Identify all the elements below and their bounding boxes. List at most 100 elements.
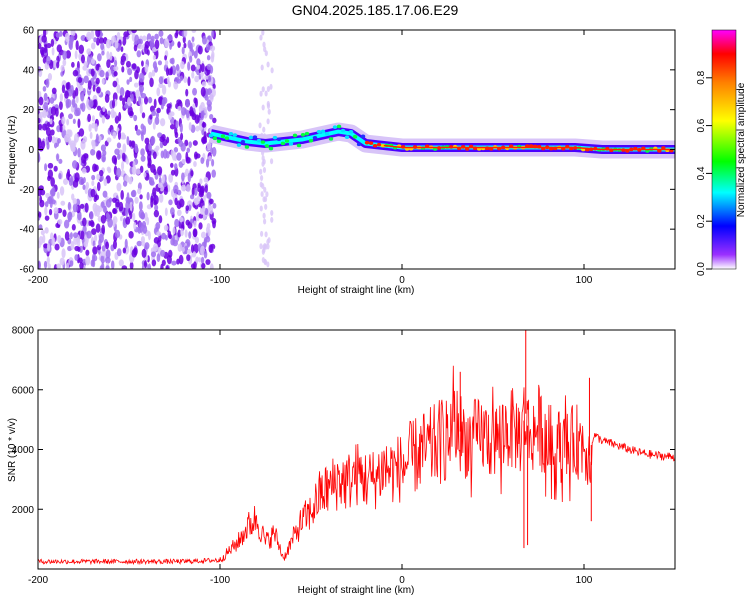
spectrogram-noise-blob <box>185 88 189 97</box>
spectrogram-noise-blob <box>156 253 161 263</box>
spectrogram-noise-blob <box>65 98 70 109</box>
spectrogram-noise-blob <box>261 86 265 93</box>
spectrogram-noise-blob <box>64 231 70 241</box>
spectrogram-noise-blob <box>84 202 89 213</box>
spectrogram-noise-blob <box>64 90 69 99</box>
spectrogram-noise-blob <box>200 86 206 97</box>
spectrogram-noise-blob <box>56 44 63 53</box>
spectrogram-noise-blob <box>112 80 118 88</box>
colorbar-gradient <box>711 29 737 270</box>
spectrogram-noise-blob <box>58 158 63 164</box>
spectrogram-noise-blob <box>77 246 81 252</box>
spectrogram-noise-blob <box>112 208 117 214</box>
spectrogram-noise-blob <box>90 68 95 77</box>
spectrogram-noise-blob <box>204 106 207 114</box>
spectrogram-noise-blob <box>209 263 214 269</box>
spectrogram-noise-blob <box>185 205 190 212</box>
spectrogram-noise-blob <box>187 76 191 87</box>
spectrogram-noise-blob <box>120 189 124 200</box>
spectrogram-noise-blob <box>60 200 66 206</box>
spectrogram-noise-blob <box>270 216 274 223</box>
spectrogram-noise-blob <box>165 235 168 241</box>
spectrogram-noise-blob <box>38 152 41 163</box>
spectrogram-ridge-dot <box>320 129 326 134</box>
spectrogram-x-label: Height of straight line (km) <box>298 285 415 296</box>
spectrogram-noise-blob <box>139 86 143 97</box>
spectrogram-noise-blob <box>123 31 129 38</box>
spectrogram-noise-blob <box>266 243 270 250</box>
spectrogram-noise-blob <box>266 61 270 68</box>
spectrogram-noise-blob <box>120 216 123 222</box>
spectrogram-noise-blob <box>105 71 109 78</box>
spectrogram-noise-blob <box>70 30 76 37</box>
spectrogram-noise-blob <box>82 176 86 184</box>
spectrogram-noise-blob <box>57 219 63 225</box>
spectrogram-noise-blob <box>153 168 157 176</box>
spectrogram-noise-blob <box>62 209 67 217</box>
spectrogram-noise-blob <box>164 60 169 66</box>
spectrogram-noise-blob <box>261 155 265 162</box>
spectrogram-noise-blob <box>86 230 92 239</box>
spectrogram-noise-blob <box>74 172 80 182</box>
spectrogram-noise-blob <box>259 34 263 41</box>
spectrogram-noise-blob <box>95 77 100 85</box>
spectrogram-noise-blob <box>177 41 181 49</box>
spectrogram-noise-blob <box>118 111 122 122</box>
spectrogram-noise-blob <box>113 239 117 250</box>
spectrogram-noise-blob <box>131 63 137 70</box>
spectrogram-noise-blob <box>193 97 197 104</box>
spectrogram-noise-blob <box>270 67 274 74</box>
spectrogram-noise-blob <box>151 69 156 77</box>
spectrogram-noise-blob <box>116 182 122 192</box>
spectrogram-x-tick-label: 0 <box>399 275 405 286</box>
spectrogram-noise-blob <box>107 110 111 116</box>
spectrogram-noise-blob <box>92 140 96 150</box>
spectrogram-noise-blob <box>130 190 136 198</box>
spectrogram-noise-blob <box>57 234 62 244</box>
spectrogram-noise-blob <box>45 78 50 88</box>
spectrogram-noise-blob <box>143 172 147 178</box>
spectrogram-noise-blob <box>176 99 182 105</box>
spectrogram-noise-blob <box>212 220 216 229</box>
spectrogram-noise-blob <box>164 207 168 217</box>
spectrogram-noise-blob <box>180 61 185 70</box>
spectrogram-noise-blob <box>72 232 79 239</box>
spectrogram-noise-blob <box>68 39 73 49</box>
spectrogram-ridge-dot <box>332 125 338 129</box>
spectrogram-noise-blob <box>187 39 192 49</box>
spectrogram-noise-blob <box>72 69 79 77</box>
spectrogram-noise-blob <box>201 121 207 128</box>
spectrogram-noise-blob <box>171 151 177 161</box>
spectrogram-noise-blob <box>128 231 134 239</box>
spectrogram-noise-blob <box>133 114 138 122</box>
spectrogram-noise-blob <box>98 238 102 247</box>
snr-x-ticks: -200 -100 0 100 <box>28 330 593 586</box>
spectrogram-noise-blob <box>184 229 188 238</box>
spectrogram-noise-blob <box>82 217 87 227</box>
spectrogram-ridge-dot <box>292 133 298 138</box>
spectrogram-noise-blob <box>77 76 83 84</box>
spectrogram-noise-blob <box>189 194 195 200</box>
spectrogram-noise-blob <box>263 218 267 225</box>
spectrogram-noise-blob <box>204 207 209 216</box>
spectrogram-ridge-dot <box>208 133 214 138</box>
spectrogram-noise-blob <box>111 99 116 109</box>
spectrogram-ridge-dot <box>224 136 230 140</box>
spectrogram-noise-blob <box>51 47 55 56</box>
spectrogram-noise-blob <box>166 76 170 85</box>
spectrogram-noise-blob <box>127 68 133 76</box>
spectrogram-noise-blob <box>64 32 70 43</box>
spectrogram-noise-blob <box>105 241 110 250</box>
spectrogram-noise-blob <box>83 61 88 67</box>
spectrogram-noise-blob <box>259 205 263 212</box>
spectrogram-noise-blob <box>47 263 51 269</box>
spectrogram-noise-blob <box>209 92 214 103</box>
spectrogram-ridge-dot <box>268 146 274 151</box>
spectrogram-y-ticks: -60 -40 -20 0 20 40 60 <box>20 26 675 276</box>
spectrogram-noise-blob <box>152 243 159 252</box>
spectrogram-noise-blob <box>171 57 175 65</box>
spectrogram-noise-blob <box>200 101 205 111</box>
spectrogram-noise-blob <box>93 196 97 203</box>
spectrogram-noise-blob <box>201 138 207 144</box>
spectrogram-noise-blob <box>101 78 105 85</box>
